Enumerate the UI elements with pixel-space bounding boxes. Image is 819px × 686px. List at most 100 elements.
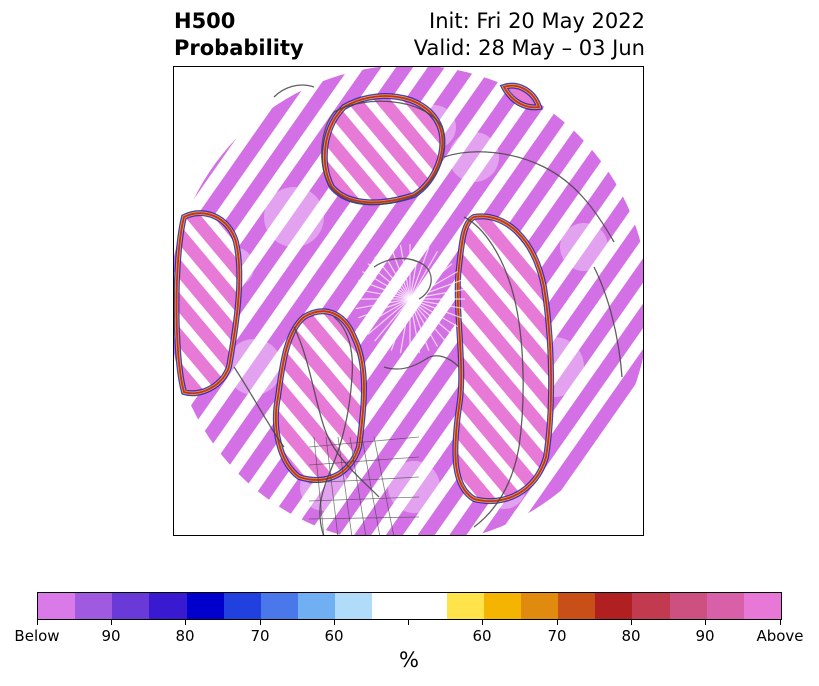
convergence-ray [409,298,446,342]
convergence-ray [409,298,439,347]
boundary-line [308,516,420,520]
convergence-ray [367,298,411,335]
convergence-ray [362,298,411,328]
boundary-line [349,436,367,535]
convergence-ray [367,263,411,300]
boundary-line [313,436,325,535]
convergence-ray [355,288,411,300]
colorbar-segment [483,593,522,619]
convergence-ray [374,298,411,342]
colorbar-segment [595,593,633,619]
colorbar-tick [705,620,706,625]
colorbar-label: % [399,648,419,672]
colorbar-tick-label: 90 [695,627,715,645]
white-patch [560,223,608,271]
convergence-ray [381,298,411,347]
coastline [293,326,380,498]
coastline [321,100,445,205]
colorbar-tick [631,620,632,625]
boundary-line [308,436,420,448]
white-patch [449,132,499,182]
convergence-ray [399,298,411,354]
convergence-ray [358,298,411,319]
convergence-ray [409,298,465,310]
convergence-ray [409,298,421,354]
colorbar-tick-label: 90 [101,627,121,645]
coastline [273,84,315,98]
colorbar-segment [149,593,187,619]
boundary-line [361,436,381,535]
above-normal-northeast-corner-fill [504,85,539,108]
colorbar-segment [558,593,596,619]
convergence-ray [399,244,411,300]
above-normal-western-north-america-ring-red [275,310,365,481]
convergence-ray [409,270,458,300]
variable-title: H500 [174,9,236,33]
above-normal-eurasia-fill [455,216,552,502]
coastline [463,216,524,528]
coastline [593,266,623,378]
probability-map-canvas [174,67,643,535]
colorbar-tick [780,620,781,625]
above-normal-northeast-corner-ring-red [502,84,541,109]
colorbar-tick-label: 70 [547,627,567,645]
colorbar-tick-label: 60 [324,627,344,645]
boundary-line [325,436,339,535]
boundary-line [308,476,420,484]
convergence-ray [409,247,430,300]
boundary-line [308,496,420,502]
white-patch [226,339,282,395]
convergence-ray [409,298,458,328]
colorbar-tick [111,620,112,625]
coastline [233,366,285,448]
convergence-ray [409,298,430,351]
colorbar-tick-label: 60 [472,627,492,645]
colorbar-tick-label: 70 [250,627,270,645]
valid-range: Valid: 28 May – 03 Jun [413,36,645,60]
colorbar-segment [446,593,484,619]
colorbar-segment [186,593,224,619]
colorbar-segment [112,593,150,619]
colorbar-segment [632,593,670,619]
above-normal-greenland-ring-red [323,95,444,204]
colorbar-tick [334,620,335,625]
white-patch [388,461,440,513]
init-date: Init: Fri 20 May 2022 [429,9,645,33]
coastlines [233,84,623,535]
convergence-ray [390,298,411,351]
convergence-ray [358,279,411,300]
title-right: Init: Fri 20 May 2022 Valid: 28 May – 03… [414,8,645,62]
product-title: Probability [174,36,304,60]
coastline [373,257,432,300]
colorbar-segment [223,593,261,619]
convergence-ray [362,270,411,300]
coastline [443,151,615,243]
colorbar-tick-label: 80 [175,627,195,645]
convergence-ray [409,251,439,300]
colorbar-tick [260,620,261,625]
polar-convergence [355,244,465,354]
colorbar-segment [743,593,782,619]
colorbar-tick [37,620,38,625]
title-left: H500 Probability [174,8,304,62]
convergence-ray [381,251,411,300]
colorbar-tick-label: Below [14,627,60,645]
colorbar-segment [75,593,113,619]
convergence-ray [409,244,421,300]
convergence-ray [409,298,453,335]
colorbar-tick-label: Above [756,627,804,645]
colorbar-segment [38,593,76,619]
colorbar-segment [335,593,373,619]
coastline [319,316,354,535]
convergence-ray [409,279,462,300]
colorbar-tick [557,620,558,625]
colorbar-segment [372,593,447,619]
colorbar-segment [521,593,559,619]
colorbar-tick [185,620,186,625]
colorbar-tick [482,620,483,625]
above-normal-greenland-fill [324,96,443,203]
above-normal-pacific-edge-fill [176,213,240,394]
boundary-line [373,436,395,535]
polar-map [173,66,644,536]
boundary-line [308,456,420,466]
